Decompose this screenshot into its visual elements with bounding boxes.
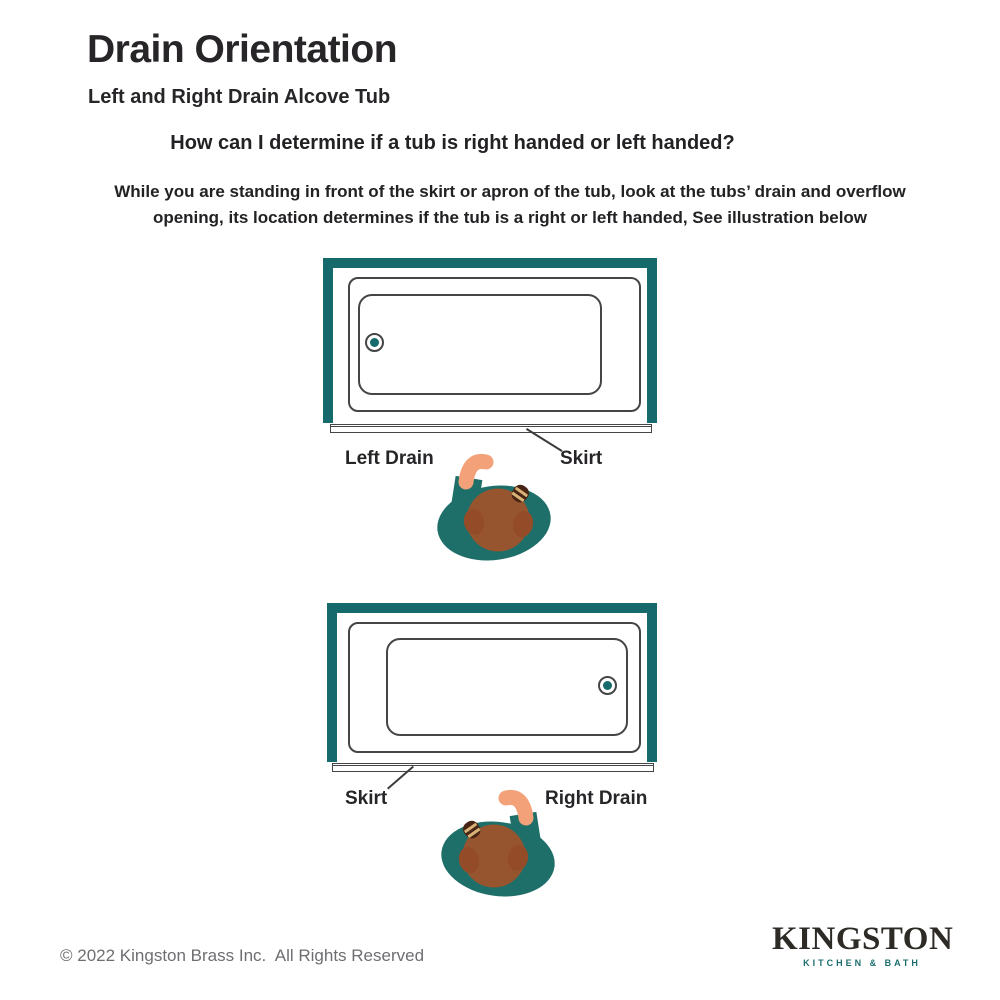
drain-dot (370, 338, 379, 347)
person-top-view (436, 786, 556, 898)
right-drain-tub-diagram (327, 603, 657, 762)
left-drain-label: Left Drain (345, 448, 434, 469)
held-object-icon (511, 484, 529, 503)
ear-right (458, 847, 480, 873)
held-object-icon (463, 820, 481, 839)
hand (458, 453, 494, 490)
brand-name: KINGSTON (772, 921, 954, 957)
question-heading: How can I determine if a tub is right ha… (170, 132, 735, 154)
skirt-label-bottom: Skirt (345, 788, 388, 809)
brand-tagline: KITCHEN & BATH (803, 958, 921, 968)
tub-basin (358, 294, 602, 395)
left-drain-tub-diagram (323, 258, 657, 423)
page-title: Drain Orientation (87, 28, 398, 71)
right-drain-label: Right Drain (545, 788, 648, 809)
hand (498, 789, 534, 826)
head (466, 488, 530, 552)
ear-right (512, 511, 534, 537)
person-top-view (436, 450, 556, 562)
left-drain-icon (365, 333, 384, 352)
skirt-label-top: Skirt (560, 448, 603, 469)
tub-skirt (330, 424, 652, 433)
drain-dot (603, 681, 612, 690)
kingston-logo: KINGSTON KITCHEN & BATH (772, 921, 954, 968)
person-icon (437, 453, 551, 561)
right-drain-icon (598, 676, 617, 695)
ear-left (507, 845, 529, 871)
copyright-text: © 2022 Kingston Brass Inc. All Rights Re… (60, 946, 425, 965)
body-paragraph: While you are standing in front of the s… (70, 179, 950, 231)
page-subtitle: Left and Right Drain Alcove Tub (88, 86, 391, 108)
body-line-1: While you are standing in front of the s… (114, 182, 906, 201)
tub-basin (386, 638, 628, 736)
head (462, 824, 526, 888)
ear-left (463, 509, 485, 535)
person-icon (441, 789, 555, 897)
body-line-2: opening, its location determines if the … (152, 208, 868, 227)
tub-skirt (332, 763, 654, 772)
